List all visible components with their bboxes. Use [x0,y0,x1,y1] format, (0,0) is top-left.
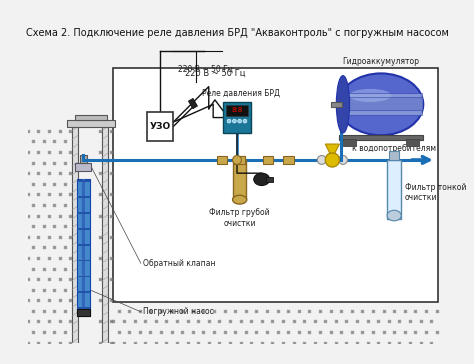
Bar [338,135,423,140]
Bar [266,177,273,182]
Text: Схема 2. Подключение реле давления БРД "Акваконтроль" с погружным насосом: Схема 2. Подключение реле давления БРД "… [26,28,448,39]
Bar [75,115,107,120]
Text: Погружной насос: Погружной насос [143,307,213,316]
Ellipse shape [233,195,246,204]
Ellipse shape [337,76,349,133]
Bar [77,180,90,182]
Bar [147,112,173,141]
Bar [223,102,251,134]
Bar [77,196,90,198]
Polygon shape [325,144,339,153]
Text: 220 В ~ 50 Гц: 220 В ~ 50 Гц [178,64,233,74]
Bar [217,155,228,164]
Circle shape [317,155,326,164]
Text: Гидроаккумулятор: Гидроаккумулятор [342,58,419,66]
Bar [72,126,78,343]
Bar [340,93,421,97]
Bar [77,276,90,277]
Circle shape [233,155,241,164]
Bar [75,163,91,170]
Circle shape [325,153,339,167]
Circle shape [237,119,242,123]
Bar [234,160,246,200]
Bar [340,111,421,115]
Ellipse shape [254,173,270,186]
Bar [389,151,400,160]
Bar [77,307,90,309]
Bar [102,126,108,343]
Circle shape [232,119,237,123]
Bar [331,102,342,107]
Bar [387,160,401,219]
Bar [338,97,423,111]
Bar [113,68,438,302]
Circle shape [243,119,247,123]
Bar [77,179,90,316]
Bar [77,244,90,246]
Bar [67,120,115,127]
Ellipse shape [338,74,423,135]
Bar [263,155,273,164]
Text: к водопотребителям: к водопотребителям [352,144,436,153]
Bar [77,228,90,230]
Text: Обратный клапан: Обратный клапан [143,259,215,268]
Text: 8:8: 8:8 [231,107,243,114]
Bar [189,98,198,109]
Circle shape [227,119,231,123]
Text: Фильтр тонкой
очистки: Фильтр тонкой очистки [405,183,466,202]
Bar [406,139,419,146]
Bar [234,155,245,164]
Ellipse shape [349,89,392,102]
Bar [77,260,90,261]
Ellipse shape [387,210,401,221]
Bar [77,212,90,214]
Text: Реле давления БРД: Реле давления БРД [202,88,281,97]
Bar [80,155,87,163]
Bar [283,155,293,164]
Text: Фильтр грубой
очистки: Фильтр грубой очистки [210,209,270,228]
Text: УЗО: УЗО [150,122,171,131]
Bar [77,309,90,316]
Bar [77,292,90,293]
Bar [343,139,356,146]
Text: 220 В ~ 50 Гц: 220 В ~ 50 Гц [185,69,246,78]
Circle shape [338,155,347,164]
Bar [82,179,85,316]
Bar [234,157,245,163]
Bar [227,105,247,116]
